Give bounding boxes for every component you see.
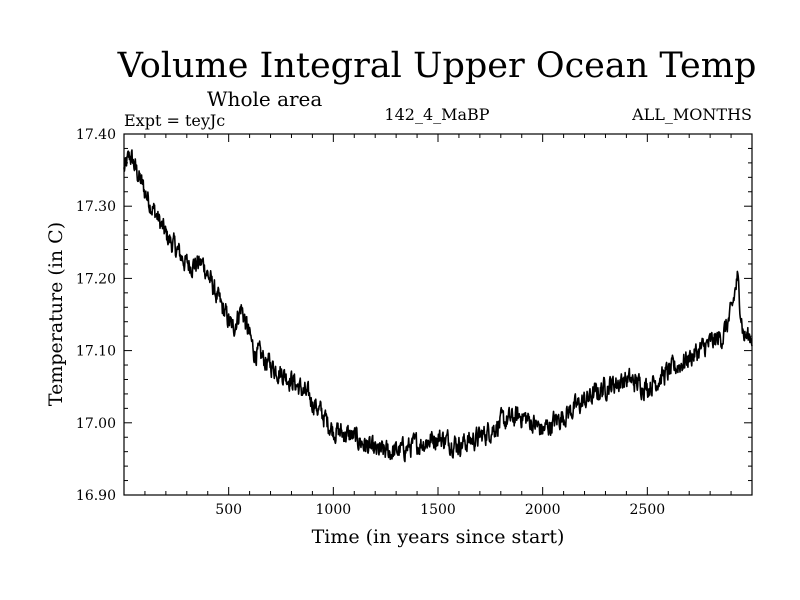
x-tick-label: 1000 (316, 502, 352, 518)
x-tick-label: 2000 (525, 502, 561, 518)
chart-subtitle: Whole area (207, 87, 322, 111)
x-tick-label: 2500 (630, 502, 666, 518)
x-tick-label: 500 (215, 502, 242, 518)
x-axis-ticks: 500 1000 1500 2000 2500 (144, 134, 732, 518)
y-axis-ticks: 16.90 17.00 17.10 17.20 17.30 17.40 (76, 127, 752, 504)
y-tick-label: 17.10 (76, 344, 116, 360)
y-tick-label: 17.00 (76, 416, 116, 432)
series-line (123, 149, 753, 463)
y-axis-title: Temperature (in C) (45, 222, 67, 406)
experiment-label: Expt = teyJc (124, 111, 225, 130)
months-label: ALL_MONTHS (631, 105, 752, 124)
x-tick-label: 1500 (420, 502, 456, 518)
y-tick-label: 17.40 (76, 127, 116, 143)
period-label: 142_4_MaBP (384, 105, 489, 124)
y-tick-label: 16.90 (76, 488, 116, 504)
y-tick-label: 17.30 (76, 199, 116, 215)
chart-title: Volume Integral Upper Ocean Temp (117, 46, 757, 86)
series-layer (123, 149, 753, 463)
y-tick-label: 17.20 (76, 271, 116, 287)
x-axis-title: Time (in years since start) (312, 526, 565, 548)
